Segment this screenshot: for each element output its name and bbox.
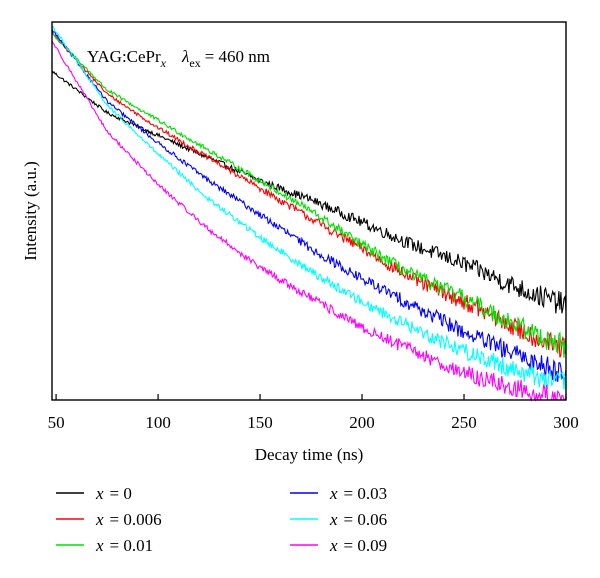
annotation: YAG:CePrx λex = 460 nm	[87, 47, 270, 70]
legend-value: = 0.006	[110, 510, 162, 529]
legend-variable: x	[329, 484, 338, 503]
annotation-material: YAG:CePr	[87, 47, 161, 66]
legend-value: = 0.01	[110, 536, 154, 555]
annotation-lambda: λ	[181, 47, 189, 66]
legend-variable: x	[329, 536, 338, 555]
x-axis-ticks: 50 100 150 200 250 300	[48, 394, 579, 432]
series-line	[51, 28, 567, 382]
legend-label: x = 0.09	[329, 536, 387, 555]
x-tick-label: 50	[48, 413, 65, 432]
legend-label: x = 0.06	[329, 510, 387, 529]
legend-value: = 0.03	[344, 484, 388, 503]
legend-label: x = 0.03	[329, 484, 387, 503]
x-tick-label: 250	[451, 413, 477, 432]
annotation-lambda-subscript: ex	[189, 56, 200, 70]
annotation-material-subscript: x	[160, 56, 167, 70]
series-line	[51, 33, 567, 358]
legend-value: = 0.06	[344, 510, 388, 529]
legend-variable: x	[95, 510, 104, 529]
x-tick-label: 100	[145, 413, 171, 432]
annotation-lambda-value: = 460 nm	[205, 47, 270, 66]
legend-variable: x	[95, 484, 104, 503]
legend-label: x = 0.01	[95, 536, 153, 555]
legend-value: = 0	[110, 484, 132, 503]
x-axis-label: Decay time (ns)	[255, 445, 364, 464]
series-line	[51, 26, 567, 394]
series-line	[51, 40, 567, 403]
x-tick-label: 200	[349, 413, 375, 432]
series-line	[51, 70, 567, 314]
legend-variable: x	[329, 510, 338, 529]
legend: x = 0 x = 0.006 x = 0.01 x = 0.03 x = 0.06 x = 0.09	[56, 484, 387, 555]
x-tick-label: 300	[553, 413, 579, 432]
y-axis-label: Intensity (a.u.)	[21, 161, 40, 261]
legend-value: = 0.09	[344, 536, 388, 555]
legend-variable: x	[95, 536, 104, 555]
legend-label: x = 0.006	[95, 510, 162, 529]
legend-label: x = 0	[95, 484, 132, 503]
x-tick-label: 150	[247, 413, 273, 432]
series-line	[51, 32, 567, 358]
plot-frame	[51, 21, 567, 401]
data-curves	[51, 26, 567, 403]
